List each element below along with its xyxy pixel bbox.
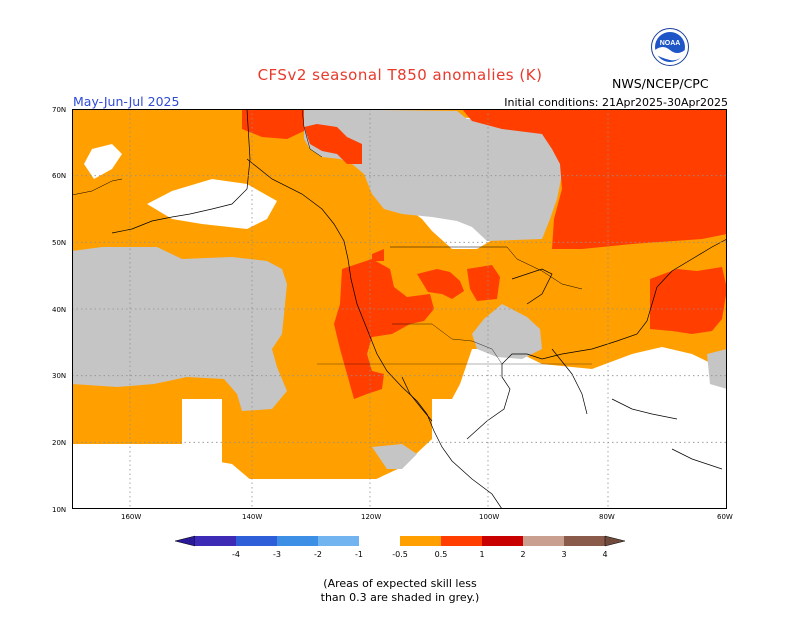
initial-conditions: Initial conditions: 21Apr2025-30Apr2025 bbox=[504, 96, 728, 109]
legend-tick-label: -3 bbox=[273, 550, 281, 559]
footnote: (Areas of expected skill less than 0.3 a… bbox=[0, 577, 800, 605]
legend-tick-label: -0.5 bbox=[392, 550, 408, 559]
grid-lines bbox=[72, 109, 727, 509]
legend-swatch bbox=[236, 536, 277, 546]
noaa-logo-text: NOAA bbox=[660, 40, 681, 47]
legend-tick-label: 2 bbox=[520, 550, 525, 559]
lon-label-140w: 140W bbox=[242, 513, 263, 521]
legend-tick-label: -4 bbox=[232, 550, 240, 559]
legend-swatch bbox=[277, 536, 318, 546]
legend-ticks: -4 -3 -2 -1 -0.5 0.5 1 2 3 4 bbox=[232, 550, 608, 559]
anomaly-map bbox=[72, 109, 727, 509]
legend-swatch bbox=[441, 536, 482, 546]
legend-tick-label: 4 bbox=[602, 550, 607, 559]
noaa-logo: NOAA bbox=[651, 28, 689, 66]
legend-tick-label: -2 bbox=[314, 550, 322, 559]
lat-label-50n: 50N bbox=[52, 239, 67, 247]
legend-arrow-right bbox=[604, 535, 626, 547]
lat-label-30n: 30N bbox=[52, 372, 67, 380]
footnote-line-1: (Areas of expected skill less bbox=[323, 577, 477, 590]
legend-swatch bbox=[400, 536, 441, 546]
anomaly-low-skill-grey bbox=[72, 109, 727, 469]
legend-swatch bbox=[359, 536, 400, 546]
lat-label-10n: 10N bbox=[52, 506, 67, 514]
lon-label-120w: 120W bbox=[361, 513, 382, 521]
legend-tick-label: 1 bbox=[479, 550, 484, 559]
legend-swatch bbox=[482, 536, 523, 546]
lat-label-60n: 60N bbox=[52, 172, 67, 180]
legend-tick-label: 0.5 bbox=[435, 550, 448, 559]
lat-label-20n: 20N bbox=[52, 439, 67, 447]
lon-label-160w: 160W bbox=[121, 513, 142, 521]
lat-label-70n: 70N bbox=[52, 106, 67, 114]
legend-swatch bbox=[564, 536, 605, 546]
lat-label-40n: 40N bbox=[52, 306, 67, 314]
lon-label-80w: 80W bbox=[599, 513, 615, 521]
legend-swatches bbox=[174, 535, 626, 547]
season-label: May-Jun-Jul 2025 bbox=[73, 94, 180, 109]
coastlines bbox=[72, 109, 727, 509]
agency-label: NWS/NCEP/CPC bbox=[612, 76, 709, 91]
lon-label-60w: 60W bbox=[717, 513, 733, 521]
legend-swatch bbox=[195, 536, 236, 546]
footnote-line-2: than 0.3 are shaded in grey.) bbox=[320, 591, 480, 604]
legend-swatch bbox=[318, 536, 359, 546]
legend-arrow-left bbox=[174, 535, 196, 547]
legend-tick-label: 3 bbox=[561, 550, 566, 559]
legend-tick-label: -1 bbox=[355, 550, 363, 559]
color-legend: -4 -3 -2 -1 -0.5 0.5 1 2 3 4 bbox=[174, 535, 626, 559]
map-title: CFSv2 seasonal T850 anomalies (K) bbox=[257, 66, 543, 84]
lon-label-100w: 100W bbox=[479, 513, 500, 521]
legend-swatch bbox=[523, 536, 564, 546]
